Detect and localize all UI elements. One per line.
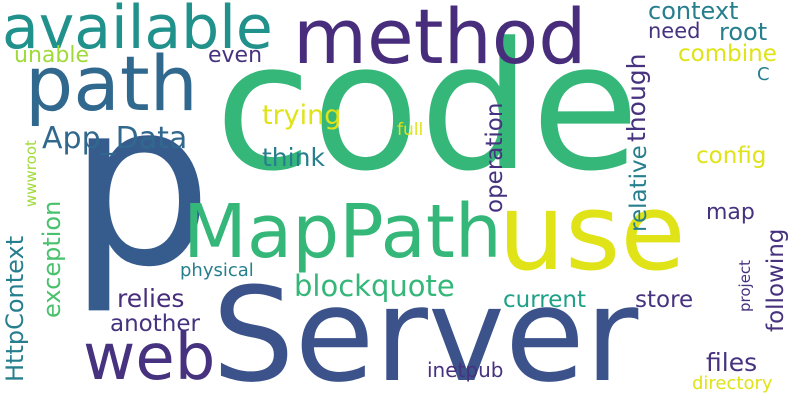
word-relative: relative (628, 145, 651, 232)
word-mappath: MapPath (183, 195, 502, 269)
word-directory: directory (692, 375, 773, 393)
word-need: need (648, 21, 700, 42)
word-unable: unable (14, 45, 89, 67)
word-httpcontext: HttpContext (3, 236, 27, 382)
word-app-data: App_Data (42, 124, 187, 154)
word-current: current (503, 289, 586, 312)
word-though: though (624, 53, 649, 142)
word-exception: exception (40, 201, 64, 318)
word-wwwroot: wwwroot (24, 140, 39, 207)
word-full: full (397, 122, 423, 139)
word-relies: relies (117, 286, 184, 311)
word-another: another (110, 313, 200, 336)
word-inetpub: inetpub (427, 360, 503, 380)
word-method: method (293, 0, 587, 75)
word-use: use (498, 180, 686, 286)
word-config: config (696, 145, 766, 168)
word-think: think (262, 145, 325, 170)
word-operation: operation (484, 103, 507, 213)
word-following: following (765, 229, 788, 332)
word-files: files (706, 350, 757, 375)
word-map: map (706, 202, 755, 224)
word-blockquote: blockquote (294, 272, 455, 301)
word-combine: combine (678, 43, 777, 66)
word-c: C (757, 66, 770, 84)
word-trying: trying (262, 102, 341, 129)
word-physical: physical (180, 262, 254, 280)
word-project: project (738, 260, 753, 312)
word-even: even (208, 45, 262, 67)
word-store: store (635, 289, 693, 312)
